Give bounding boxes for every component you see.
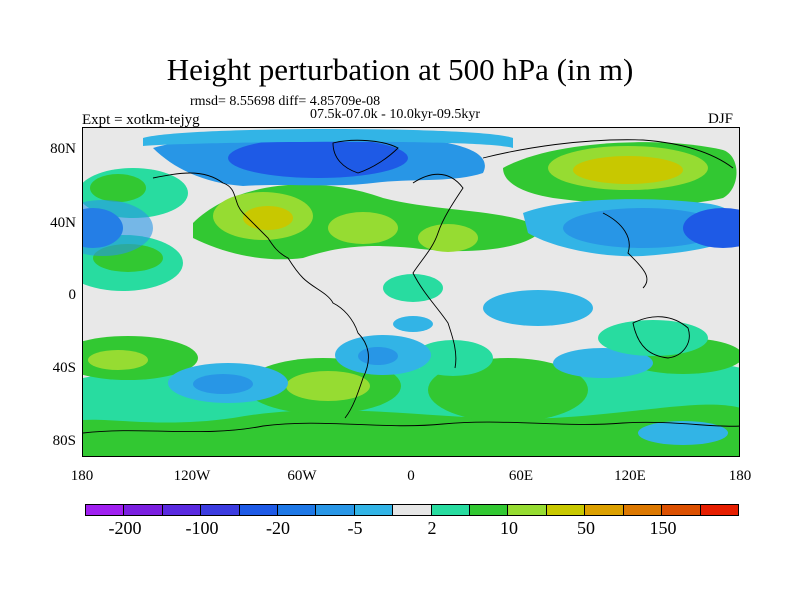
- lon-label-60w: 60W: [287, 468, 317, 484]
- europe-africa-coast: [412, 173, 464, 369]
- colorbar-label: 2: [427, 518, 437, 538]
- colorbar-swatch-9: [431, 505, 471, 515]
- north-america-coast: [152, 172, 369, 419]
- coastlines: [83, 139, 739, 434]
- colorbar-swatch-11: [508, 505, 547, 515]
- north-pacific-green-core: [90, 174, 146, 202]
- equatorial-blue: [393, 316, 433, 332]
- colorbar-swatch-1: [124, 505, 163, 515]
- australia-coast: [632, 316, 690, 359]
- colorbar-swatch-13: [585, 505, 624, 515]
- lat-label-40n: 40N: [50, 215, 76, 231]
- north-atlantic-high: [328, 212, 398, 244]
- colorbar-swatch-8: [393, 505, 432, 515]
- colorbar-swatch-10: [470, 505, 509, 515]
- colorbar-swatch-14: [623, 505, 663, 515]
- plot-title: Height perturbation at 500 hPa (in m): [166, 52, 634, 87]
- south-pacific-core: [88, 350, 148, 370]
- colorbar-swatch-2: [162, 505, 202, 515]
- lon-label-120w: 120W: [173, 468, 211, 484]
- lat-label-40s: 40S: [52, 360, 76, 376]
- stats-line: rmsd= 8.55698 diff= 4.85709e-08: [190, 94, 381, 109]
- experiment-label: Expt = xotkm-tejyg: [82, 112, 200, 128]
- siberia-high-inner: [573, 156, 683, 184]
- south-atlantic-low-core: [358, 347, 398, 365]
- north-pacific-low-mid: [563, 208, 723, 248]
- east-pacific-low-edge: [83, 200, 153, 256]
- arctic-low-edge: [143, 129, 513, 148]
- colorbar-swatch-4: [239, 505, 279, 515]
- colorbar: [85, 504, 739, 516]
- contour-map: [83, 128, 739, 456]
- lat-label-80s: 80S: [52, 433, 76, 449]
- lon-label-180e: 180: [728, 468, 752, 484]
- colorbar-label: -20: [266, 518, 290, 538]
- colorbar-swatch-12: [546, 505, 586, 515]
- colorbar-swatch-5: [278, 505, 317, 515]
- west-pacific-low: [683, 208, 739, 248]
- colorbar-swatch-0: [86, 505, 125, 515]
- colorbar-swatch-6: [316, 505, 355, 515]
- lat-label-0: 0: [68, 287, 77, 303]
- greenland-coast: [332, 139, 399, 174]
- colorbar-swatch-7: [354, 505, 394, 515]
- lon-label-60e: 60E: [508, 468, 534, 484]
- period-line: 07.5k-07.0k - 10.0kyr-09.5kyr: [310, 107, 481, 122]
- lon-label-180w: 180: [70, 468, 94, 484]
- colorbar-label: -100: [185, 518, 219, 538]
- colorbar-label: -200: [108, 518, 142, 538]
- map-plot-area: [82, 127, 740, 457]
- south-indian-teal: [413, 340, 493, 376]
- asia-coast: [482, 139, 734, 289]
- colorbar-swatch-15: [662, 505, 701, 515]
- antarctica-coast: [83, 421, 739, 434]
- colorbar-label: 10: [500, 518, 518, 538]
- lon-label-0: 0: [407, 468, 415, 484]
- colorbar-swatch-3: [201, 505, 240, 515]
- arctic-low-core: [228, 138, 408, 178]
- south-pole-low: [638, 421, 728, 445]
- north-america-high-core: [243, 206, 293, 230]
- season-label: DJF: [708, 111, 734, 127]
- colorbar-label: 150: [649, 518, 677, 538]
- tropical-atlantic-teal: [383, 274, 443, 302]
- south-atlantic-core: [286, 371, 370, 401]
- indian-ocean-blue: [483, 290, 593, 326]
- colorbar-label: -5: [347, 518, 363, 538]
- south-indian-low: [553, 348, 653, 378]
- australia-teal: [598, 320, 708, 356]
- colorbar-swatch-16: [700, 505, 738, 515]
- lat-label-80n: 80N: [50, 141, 76, 157]
- south-pacific-low-core: [193, 374, 253, 394]
- north-africa-high: [418, 224, 478, 252]
- lon-label-120e: 120E: [614, 468, 646, 484]
- colorbar-label: 50: [577, 518, 595, 538]
